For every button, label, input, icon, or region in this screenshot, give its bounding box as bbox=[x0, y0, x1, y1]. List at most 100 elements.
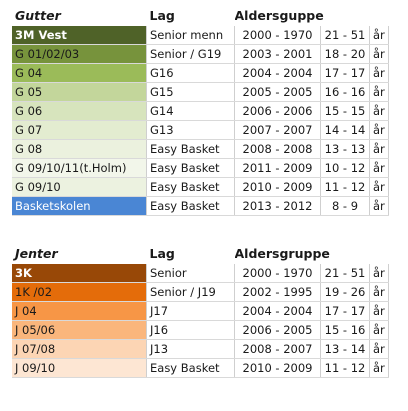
birth-years-cell: 2006 - 2006 bbox=[234, 101, 321, 121]
girls-team-row: J 04 J17 2004 - 2004 17 - 17 år bbox=[12, 301, 389, 321]
birth-years-cell: 2010 - 2009 bbox=[234, 358, 321, 378]
birth-years-cell: 2002 - 1995 bbox=[234, 282, 321, 302]
boys-team-row: G 09/10/11(t.Holm) Easy Basket 2011 - 2009… bbox=[12, 158, 389, 178]
team-category-cell: J13 bbox=[146, 339, 235, 359]
team-name-cell: 3K bbox=[12, 264, 147, 283]
team-category-cell: Senior / J19 bbox=[146, 282, 235, 302]
age-range-cell: 17 - 17 bbox=[320, 301, 370, 321]
age-unit-cell: år bbox=[369, 301, 389, 321]
boys-team-row: G 04 G16 2004 - 2004 17 - 17 år bbox=[12, 63, 389, 83]
girls-table-body: Jenter Lag Aldersgruppe 3K Senior 2000 - 1… bbox=[12, 244, 389, 378]
boys-team-row: G 08 Easy Basket 2008 - 2008 13 - 13 år bbox=[12, 139, 389, 159]
team-name-cell: Basketskolen bbox=[12, 196, 147, 216]
age-range-cell: 14 - 14 bbox=[320, 120, 370, 140]
age-unit-cell: år bbox=[369, 282, 389, 302]
team-category-cell: J17 bbox=[146, 301, 235, 321]
age-unit-cell: år bbox=[369, 158, 389, 178]
age-unit-cell: år bbox=[369, 320, 389, 340]
age-unit-cell: år bbox=[369, 196, 389, 216]
team-category-cell: Senior / G19 bbox=[146, 44, 235, 64]
boys-header-row: Gutter Lag Aldersguppe bbox=[12, 6, 389, 26]
team-category-cell: Easy Basket bbox=[146, 196, 235, 216]
age-unit-cell: år bbox=[369, 139, 389, 159]
team-name-cell: G 09/10/11(t.Holm) bbox=[12, 158, 147, 178]
girls-header-team: Jenter bbox=[15, 246, 58, 261]
team-category-cell: Easy Basket bbox=[146, 158, 235, 178]
team-name-cell: G 01/02/03 bbox=[12, 44, 147, 64]
team-name-cell: 1K /02 bbox=[12, 282, 147, 302]
birth-years-cell: 2008 - 2007 bbox=[234, 339, 321, 359]
team-category-cell: Easy Basket bbox=[146, 139, 235, 159]
team-name-cell: G 04 bbox=[12, 63, 147, 83]
team-category-cell: G14 bbox=[146, 101, 235, 121]
age-unit-cell: år bbox=[369, 44, 389, 64]
boys-header-lag: Lag bbox=[149, 8, 175, 23]
birth-years-cell: 2011 - 2009 bbox=[234, 158, 321, 178]
age-unit-cell: år bbox=[369, 101, 389, 121]
team-name-cell: J 05/06 bbox=[12, 320, 147, 340]
age-range-cell: 17 - 17 bbox=[320, 63, 370, 83]
birth-years-cell: 2005 - 2005 bbox=[234, 82, 321, 102]
boys-header-age-group: Aldersguppe bbox=[234, 8, 324, 23]
age-range-cell: 13 - 13 bbox=[320, 139, 370, 159]
girls-team-row: J 09/10 Easy Basket 2010 - 2009 11 - 12 år bbox=[12, 358, 389, 378]
girls-header-lag: Lag bbox=[149, 246, 175, 261]
birth-years-cell: 2004 - 2004 bbox=[234, 301, 321, 321]
girls-header-age-group: Aldersgruppe bbox=[234, 246, 330, 261]
team-name-cell: 3M Vest bbox=[12, 26, 147, 45]
boys-team-row: G 05 G15 2005 - 2005 16 - 16 år bbox=[12, 82, 389, 102]
birth-years-cell: 2003 - 2001 bbox=[234, 44, 321, 64]
team-category-cell: G13 bbox=[146, 120, 235, 140]
age-range-cell: 11 - 12 bbox=[320, 177, 370, 197]
team-category-cell: Easy Basket bbox=[146, 177, 235, 197]
team-name-cell: G 05 bbox=[12, 82, 147, 102]
team-category-cell: G15 bbox=[146, 82, 235, 102]
age-range-cell: 21 - 51 bbox=[320, 264, 370, 283]
girls-team-row: J 05/06 J16 2006 - 2005 15 - 16 år bbox=[12, 320, 389, 340]
girls-teams-table: Jenter Lag Aldersgruppe 3K Senior 2000 - 1… bbox=[12, 244, 389, 378]
girls-team-row: 3K Senior 2000 - 1970 21 - 51 år bbox=[12, 264, 389, 283]
age-range-cell: 8 - 9 bbox=[320, 196, 370, 216]
birth-years-cell: 2004 - 2004 bbox=[234, 63, 321, 83]
birth-years-cell: 2006 - 2005 bbox=[234, 320, 321, 340]
age-unit-cell: år bbox=[369, 120, 389, 140]
birth-years-cell: 2000 - 1970 bbox=[234, 264, 321, 283]
birth-years-cell: 2010 - 2009 bbox=[234, 177, 321, 197]
age-unit-cell: år bbox=[369, 63, 389, 83]
age-range-cell: 19 - 26 bbox=[320, 282, 370, 302]
age-unit-cell: år bbox=[369, 177, 389, 197]
team-name-cell: G 08 bbox=[12, 139, 147, 159]
boys-team-row: G 01/02/03 Senior / G19 2003 - 2001 18 - 20… bbox=[12, 44, 389, 64]
age-unit-cell: år bbox=[369, 264, 389, 283]
team-category-cell: Easy Basket bbox=[146, 358, 235, 378]
girls-header-row: Jenter Lag Aldersgruppe bbox=[12, 244, 389, 264]
team-category-cell: J16 bbox=[146, 320, 235, 340]
team-category-cell: Senior bbox=[146, 264, 235, 283]
age-unit-cell: år bbox=[369, 358, 389, 378]
boys-table-body: Gutter Lag Aldersguppe 3M Vest Senior men… bbox=[12, 6, 389, 216]
girls-team-row: J 07/08 J13 2008 - 2007 13 - 14 år bbox=[12, 339, 389, 359]
birth-years-cell: 2000 - 1970 bbox=[234, 26, 321, 45]
boys-team-row: G 06 G14 2006 - 2006 15 - 15 år bbox=[12, 101, 389, 121]
boys-team-row: G 07 G13 2007 - 2007 14 - 14 år bbox=[12, 120, 389, 140]
age-range-cell: 13 - 14 bbox=[320, 339, 370, 359]
boys-team-row: G 09/10 Easy Basket 2010 - 2009 11 - 12 år bbox=[12, 177, 389, 197]
team-name-cell: G 07 bbox=[12, 120, 147, 140]
birth-years-cell: 2007 - 2007 bbox=[234, 120, 321, 140]
team-name-cell: J 07/08 bbox=[12, 339, 147, 359]
team-category-cell: G16 bbox=[146, 63, 235, 83]
team-category-cell: Senior menn bbox=[146, 26, 235, 45]
boys-header-team: Gutter bbox=[15, 8, 61, 23]
age-range-cell: 15 - 15 bbox=[320, 101, 370, 121]
age-unit-cell: år bbox=[369, 26, 389, 45]
age-range-cell: 10 - 12 bbox=[320, 158, 370, 178]
age-range-cell: 15 - 16 bbox=[320, 320, 370, 340]
team-name-cell: J 04 bbox=[12, 301, 147, 321]
boys-teams-table: Gutter Lag Aldersguppe 3M Vest Senior men… bbox=[12, 6, 389, 216]
birth-years-cell: 2013 - 2012 bbox=[234, 196, 321, 216]
age-range-cell: 18 - 20 bbox=[320, 44, 370, 64]
boys-team-row: 3M Vest Senior menn 2000 - 1970 21 - 51 år bbox=[12, 26, 389, 45]
age-unit-cell: år bbox=[369, 82, 389, 102]
age-unit-cell: år bbox=[369, 339, 389, 359]
